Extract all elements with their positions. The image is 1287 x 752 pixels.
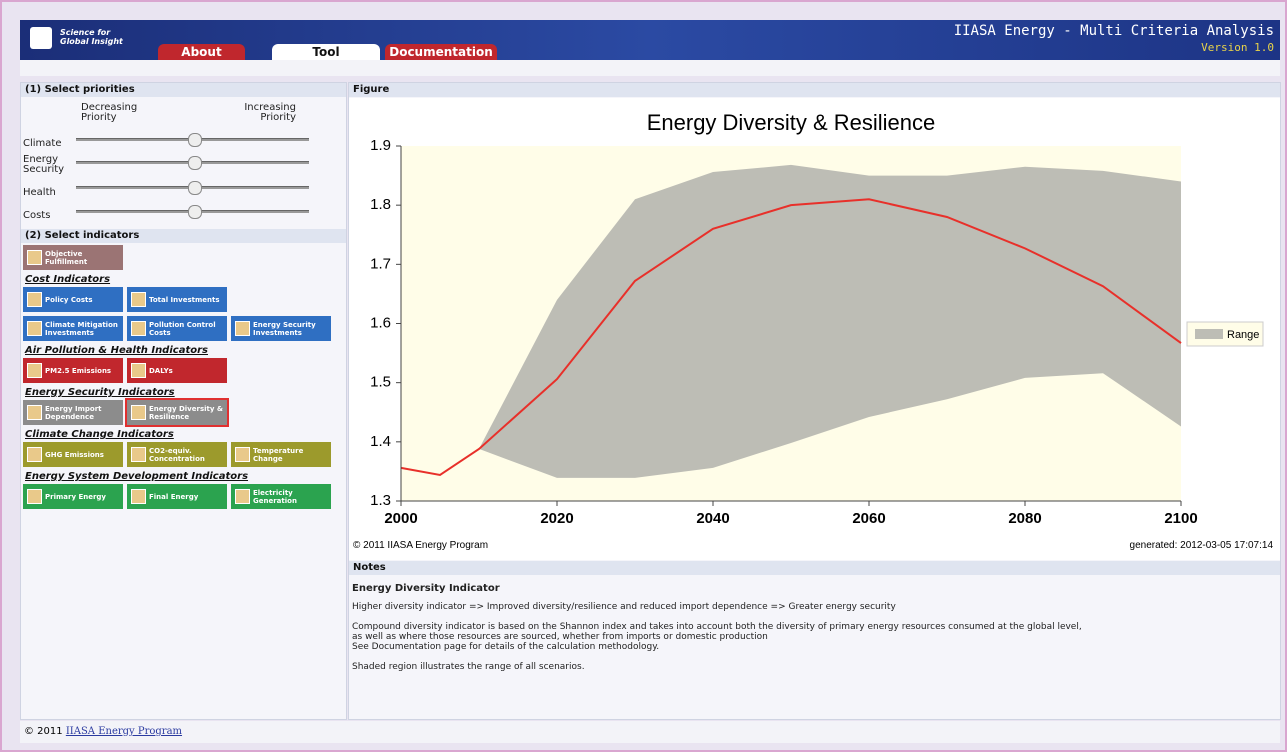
button-row: GHG Emissions CO2-equiv. Concentration Tem… (23, 442, 346, 467)
group-title: Energy Security Indicators (25, 387, 175, 398)
tab[interactable]: Tool (272, 44, 380, 60)
indicator-button[interactable]: Final Energy (127, 484, 227, 509)
x-tick-label: 2060 (852, 510, 885, 527)
slider-knob[interactable] (188, 181, 202, 195)
tab[interactable]: Documentation (385, 44, 497, 60)
indicator-button[interactable]: Pollution Control Costs (127, 316, 227, 341)
y-tick-label: 1.4 (370, 433, 391, 450)
notes: Notes Energy Diversity Indicator Higher … (349, 561, 1280, 672)
indicator-button[interactable]: Primary Energy (23, 484, 123, 509)
tab[interactable]: About (158, 44, 245, 60)
logo-text: Science for Global Insight (60, 28, 123, 46)
group-title: Air Pollution & Health Indicators (25, 345, 208, 356)
button-row: Primary Energy Final Energy Electricity Ge… (23, 484, 346, 509)
line (400, 198, 1182, 477)
group-title: Energy System Development Indicators (25, 471, 249, 482)
range-area (479, 164, 1181, 478)
decreasing-label: Decreasing Priority (81, 102, 138, 123)
note-line: Compound diversity indicator is based on… (352, 622, 1082, 632)
header: Science for Global Insight About Tool Doc… (20, 20, 1280, 60)
section-header: (1) Select priorities (21, 83, 346, 97)
indicator-button[interactable]: Climate Mitigation Investments (23, 316, 123, 341)
x-tick-label: 2100 (1164, 510, 1197, 527)
footer: © 2011 IIASA Energy Program (20, 721, 1280, 743)
note-line: Shaded region illustrates the range of a… (352, 662, 585, 672)
slider-knob[interactable] (188, 133, 202, 147)
button-row: Policy Costs Total Investments (23, 287, 346, 312)
slider-label: Health (23, 187, 56, 198)
x-tick-label: 2040 (696, 510, 729, 527)
section-header: Notes (349, 561, 1280, 575)
y-tick-label: 1.3 (370, 492, 391, 509)
indicator-button[interactable]: PM2.5 Emissions (23, 358, 123, 383)
y-tick-label: 1.8 (370, 196, 391, 213)
slider[interactable] (76, 133, 309, 147)
slider-label: Costs (23, 210, 51, 221)
indicator-button[interactable]: GHG Emissions (23, 442, 123, 467)
left-panel: (1) Select priorities Decreasing Priorit… (20, 82, 347, 720)
note-line: Higher diversity indicator => Improved d… (352, 602, 896, 612)
slider[interactable] (76, 156, 309, 170)
section-header: Figure (349, 83, 1280, 97)
notes-heading: Energy Diversity Indicator (352, 583, 500, 594)
y-tick-label: 1.5 (370, 374, 391, 391)
slider-label: Energy Security (23, 154, 65, 175)
slider-knob[interactable] (188, 156, 202, 170)
indicator-button[interactable]: Electricity Generation (231, 484, 331, 509)
chart-credit: © 2011 IIASA Energy Program (353, 540, 488, 551)
slider-knob[interactable] (188, 205, 202, 219)
strip (20, 60, 1280, 76)
logo-line: Global Insight (60, 37, 123, 46)
group-title: Climate Change Indicators (25, 429, 174, 440)
footer-link[interactable]: IIASA Energy Program (65, 726, 183, 737)
slider[interactable] (76, 205, 309, 219)
slider-label: Climate (23, 138, 62, 149)
indicator-button[interactable]: Policy Costs (23, 287, 123, 312)
slider[interactable] (76, 181, 309, 195)
note-line: See Documentation page for details of th… (352, 642, 660, 652)
group-title: Cost Indicators (25, 274, 111, 285)
chart-title: Energy Diversity & Resilience (647, 110, 936, 135)
indicator-button[interactable]: Objective Fulfillment (23, 245, 123, 270)
copyright: © 2011 (24, 726, 63, 737)
x-tick-label: 2000 (384, 510, 417, 527)
indicator-button[interactable]: CO2-equiv. Concentration (127, 442, 227, 467)
y-tick-label: 1.7 (370, 255, 391, 272)
indicators: (2) Select indicators Objective Fulfillm… (21, 229, 346, 513)
increasing-label: Increasing Priority (244, 102, 296, 123)
note-line: as well as where those resources are sou… (352, 632, 768, 642)
button-row: PM2.5 Emissions DALYs (23, 358, 346, 383)
indicator-groups: Cost Indicators Policy Costs Total Investm… (21, 274, 346, 509)
logo-line: Science for (60, 28, 111, 37)
legend-swatch (1195, 329, 1223, 339)
legend-label: Range (1227, 329, 1259, 341)
logo (30, 27, 52, 49)
indicator-button[interactable]: Energy Import Dependence (23, 400, 123, 425)
y-tick-label: 1.9 (370, 137, 391, 154)
y-tick-label: 1.6 (370, 314, 391, 331)
indicator-button[interactable]: Energy Security Investments (231, 316, 331, 341)
x-tick-label: 2080 (1008, 510, 1041, 527)
section-header: (2) Select indicators (21, 229, 346, 243)
button-row: Energy Import Dependence Energy Diversity… (23, 398, 346, 427)
app-title: IIASA Energy - Multi Criteria Analysis (953, 23, 1274, 39)
indicator-button[interactable]: Total Investments (127, 287, 227, 312)
indicator-button[interactable]: Energy Diversity & Resilience (125, 398, 229, 427)
chart-generated: generated: 2012-03-05 17:07:14 (1130, 540, 1274, 551)
version: Version 1.0 (1201, 41, 1274, 54)
right-panel: Figure Energy Diversity & Resilience © 2… (348, 82, 1281, 720)
indicator-button[interactable]: Temperature Change (231, 442, 331, 467)
x-tick-label: 2020 (540, 510, 573, 527)
button-row: Climate Mitigation Investments Pollution … (23, 316, 346, 341)
indicator-button[interactable]: DALYs (127, 358, 227, 383)
chart: Energy Diversity & Resilience © 2011 IIA… (349, 98, 1280, 560)
